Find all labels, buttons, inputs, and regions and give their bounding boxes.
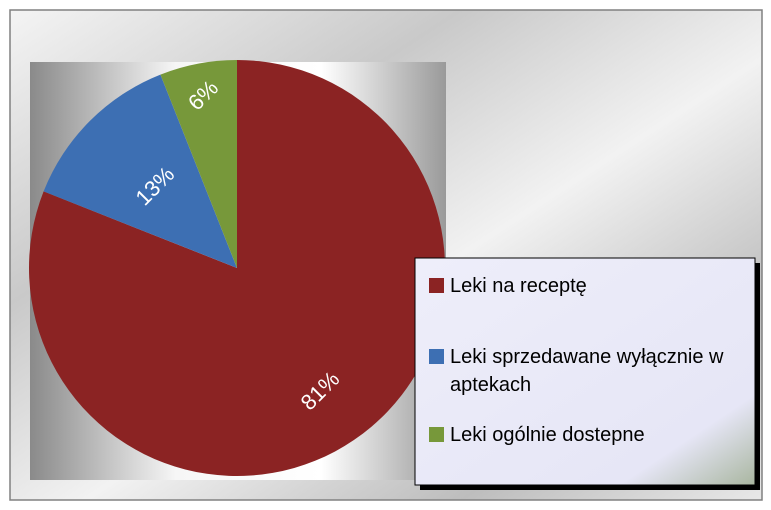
- legend-entries: Leki na receptę Leki sprzedawane wyłączni…: [429, 275, 724, 446]
- legend-label: Leki na receptę: [450, 275, 587, 297]
- pie: 81%13%6%: [28, 60, 446, 477]
- pie-slice: [28, 60, 446, 477]
- legend-swatch: [429, 278, 444, 293]
- legend-label: Leki ogólnie dostepne: [450, 424, 645, 446]
- legend-line: aptekach: [450, 374, 531, 396]
- legend-swatch: [429, 427, 444, 442]
- pie-slice: [43, 74, 237, 268]
- legend: [414, 257, 756, 486]
- legend-line: Leki sprzedawane wyłącznie w: [450, 346, 724, 368]
- legend-label: Leki sprzedawane wyłącznie w aptekach: [450, 346, 724, 396]
- pie-slice: [160, 60, 237, 268]
- legend-swatch: [429, 349, 444, 364]
